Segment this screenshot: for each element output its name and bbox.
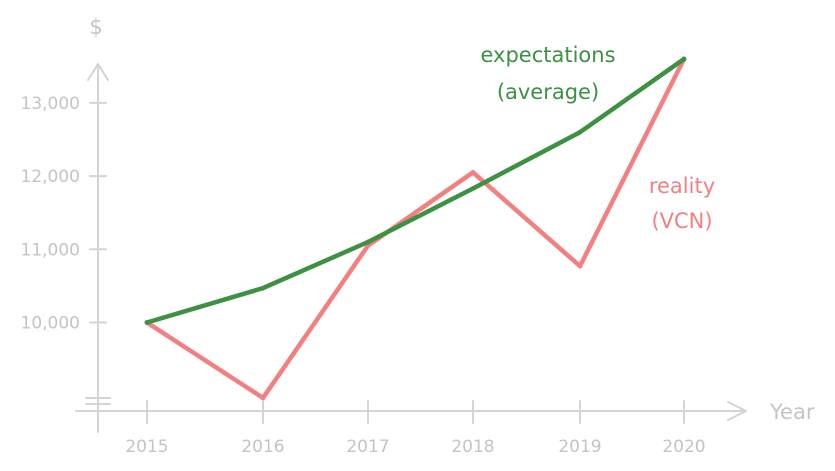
reality-label: reality (649, 174, 715, 198)
expectations-point (681, 56, 687, 62)
reality-point (470, 170, 476, 175)
expectations-point (365, 239, 371, 245)
y-tick-label: 13,000 (21, 94, 80, 114)
reality-point (577, 263, 583, 269)
y-tick-label: 10,000 (21, 313, 80, 333)
expectations-label: expectations (480, 43, 615, 67)
expectations-point (577, 129, 583, 135)
y-tick-label: 12,000 (21, 167, 80, 187)
axis-break-mark (85, 397, 111, 405)
x-tick-label: 2015 (125, 437, 168, 457)
expectations-point (470, 186, 476, 191)
y-axis-arrowhead (87, 63, 109, 81)
x-ticks: 2015 2016 2017 2018 2019 2020 (125, 400, 706, 457)
expectations-point (260, 285, 266, 291)
y-ticks: 10,000 11,000 12,000 13,000 (21, 94, 107, 333)
expectations-line (144, 56, 687, 325)
x-tick-label: 2018 (451, 437, 494, 457)
y-tick-label: 11,000 (21, 240, 80, 260)
x-axis-arrowhead (727, 401, 747, 421)
x-tick-label: 2017 (346, 437, 389, 457)
y-axis-title: $ (89, 15, 102, 39)
series-group (144, 56, 687, 401)
axes (75, 63, 747, 433)
x-axis-title: Year (769, 400, 815, 424)
reality-sublabel: (VCN) (651, 209, 712, 233)
x-tick-label: 2016 (241, 437, 284, 457)
expectations-sublabel: (average) (497, 80, 599, 104)
expectations-point (144, 320, 150, 325)
reality-line (144, 56, 687, 401)
x-tick-label: 2019 (558, 437, 601, 457)
reality-point (260, 395, 266, 401)
x-tick-label: 2020 (662, 437, 705, 457)
